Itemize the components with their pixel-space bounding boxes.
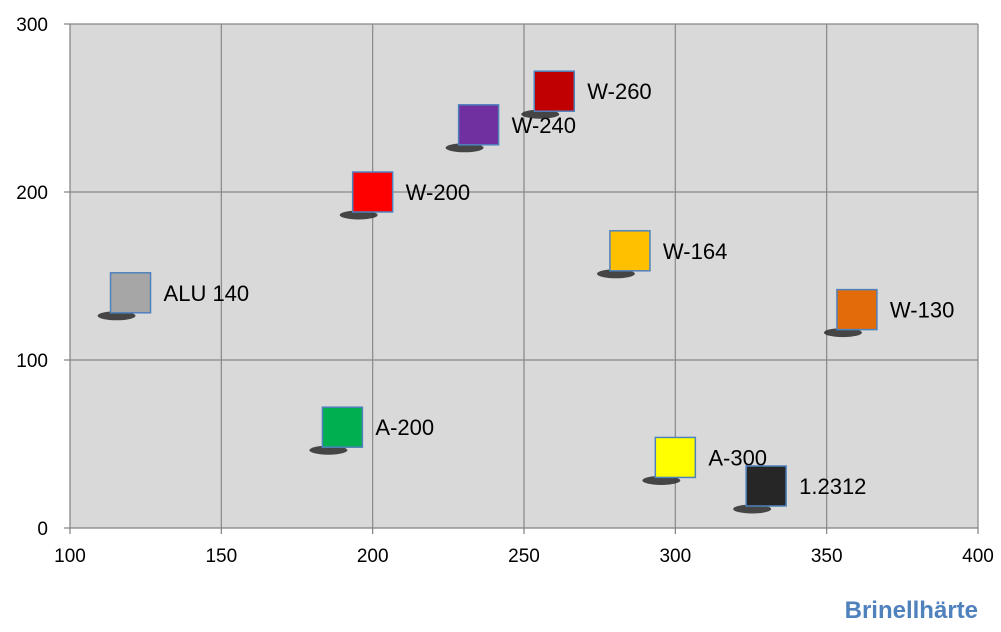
data-point: A-200 <box>309 406 434 455</box>
x-tick-label: 150 <box>205 546 237 567</box>
point-marker <box>321 406 364 448</box>
x-tick-label: 200 <box>357 546 389 567</box>
y-tick-label: 200 <box>16 183 48 204</box>
point-label: W-200 <box>406 180 470 205</box>
point-label: W-130 <box>890 298 954 323</box>
point-marker <box>109 272 152 314</box>
point-label: W-164 <box>663 239 727 264</box>
data-points: ALU 140 A-200 W-200 W-240 W-260 W-164 A-300 1.2… <box>97 70 954 514</box>
data-point: W-130 <box>823 288 954 338</box>
data-point: W-164 <box>596 230 727 279</box>
data-point: W-240 <box>445 104 576 153</box>
point-marker <box>745 465 787 507</box>
x-tick-label: 300 <box>659 546 691 567</box>
data-point: ALU 140 <box>97 272 250 321</box>
point-marker <box>457 104 500 146</box>
x-tick-label: 350 <box>811 546 843 567</box>
point-label: W-260 <box>587 79 651 104</box>
axes <box>64 23 979 534</box>
x-tick-label: 400 <box>962 546 994 567</box>
y-tick-label: 100 <box>16 351 48 372</box>
gridlines <box>70 23 979 528</box>
point-marker <box>609 230 651 272</box>
x-tick-labels: 100 150 200 250 300 350 400 <box>54 546 994 567</box>
point-marker <box>654 436 697 479</box>
y-tick-label: 300 <box>16 15 48 36</box>
point-label: ALU 140 <box>164 281 250 306</box>
point-label: A-200 <box>375 415 434 440</box>
y-tick-labels: 0 100 200 300 <box>16 15 48 540</box>
x-axis-label: Brinellhärte <box>845 597 978 624</box>
point-marker <box>533 70 576 112</box>
x-tick-label: 250 <box>508 546 540 567</box>
data-point: A-300 <box>642 436 767 485</box>
point-label: 1.2312 <box>799 474 866 499</box>
x-tick-label: 100 <box>54 546 86 567</box>
data-point: W-200 <box>339 171 470 220</box>
y-tick-label: 0 <box>37 519 48 540</box>
data-point: W-260 <box>521 70 652 119</box>
point-marker <box>836 288 878 331</box>
point-marker <box>351 171 394 213</box>
data-point: 1.2312 <box>733 465 866 514</box>
